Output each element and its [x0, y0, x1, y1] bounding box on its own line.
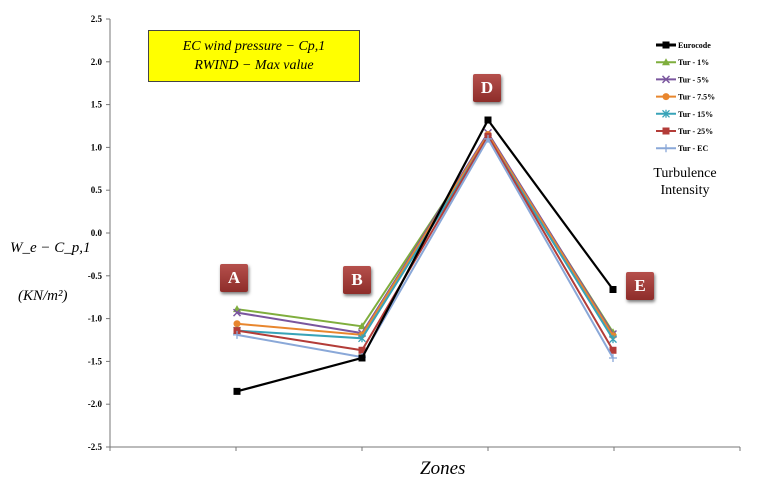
zone-label-a: A — [220, 264, 248, 292]
data-point — [233, 387, 241, 395]
data-point — [233, 327, 241, 335]
data-point — [609, 335, 617, 344]
y-axis-unit: (KN/m²) — [18, 288, 68, 304]
legend-marker — [662, 127, 670, 135]
data-point — [358, 322, 366, 330]
legend-marker — [661, 75, 671, 84]
data-point — [358, 354, 366, 362]
y-tick-label: 0.5 — [91, 185, 103, 195]
legend-marker — [662, 144, 670, 153]
series-line-Tur - EC — [236, 136, 614, 359]
legend-marker — [662, 41, 670, 49]
y-tick-label: -2.5 — [88, 442, 103, 452]
data-point — [232, 308, 242, 317]
legend-marker — [662, 58, 670, 66]
zone-label-b: B — [343, 266, 371, 294]
data-point — [609, 285, 617, 293]
data-point — [484, 134, 492, 143]
x-axis-label: Zones — [420, 458, 466, 479]
y-tick-label: -0.5 — [88, 271, 103, 281]
series-line-Eurocode — [236, 117, 614, 393]
legend-entry: Tur - 25% — [678, 127, 713, 136]
y-tick-label: -2.0 — [88, 399, 103, 409]
y-tick-label: 0.0 — [91, 228, 103, 238]
legend-entry: Tur - 1% — [678, 58, 709, 67]
y-tick-label: 2.0 — [91, 57, 103, 67]
data-point — [233, 330, 241, 339]
legend-entry: Tur - EC — [678, 144, 708, 153]
y-tick-label: -1.5 — [88, 356, 103, 366]
legend-title-line-2: Intensity — [660, 183, 710, 198]
y-tick-label: 2.5 — [91, 14, 103, 24]
legend-title: Turbulence Intensity — [640, 165, 730, 199]
data-point — [609, 346, 617, 354]
data-point — [358, 346, 366, 354]
series-line-Tur - 25% — [236, 134, 614, 352]
y-tick-label: -1.0 — [88, 314, 103, 324]
legend-entry: Tur - 7.5% — [678, 93, 715, 102]
legend-marker — [662, 93, 670, 101]
zone-label-d: D — [473, 74, 501, 102]
data-point — [609, 353, 617, 362]
legend-title-line-1: Turbulence — [653, 166, 717, 181]
title-line-2: RWIND − Max value — [194, 58, 314, 73]
data-point — [484, 116, 492, 124]
title-line-1: EC wind pressure − Cp,1 — [182, 39, 326, 54]
y-tick-label: 1.5 — [91, 100, 103, 110]
series-line-Tur - 7.5% — [236, 132, 614, 337]
zone-label-e: E — [626, 272, 654, 300]
legend-entry: Tur - 5% — [678, 75, 709, 84]
data-point — [358, 334, 366, 343]
legend-entry: Tur - 15% — [678, 110, 713, 119]
chart-title: EC wind pressure − Cp,1 RWIND − Max valu… — [148, 30, 360, 82]
legend-marker — [662, 109, 670, 118]
data-point — [233, 320, 241, 328]
legend-entry: Eurocode — [678, 41, 711, 50]
y-tick-label: 1.0 — [91, 142, 103, 152]
y-axis-label: W_e − C_p,1 — [10, 240, 91, 256]
